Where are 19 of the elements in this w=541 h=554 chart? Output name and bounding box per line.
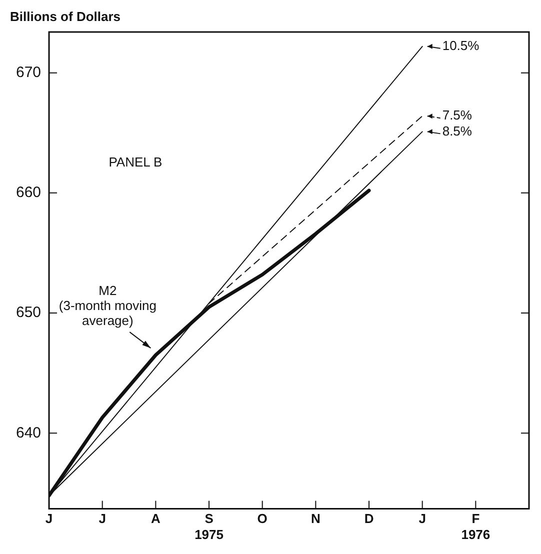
x-tick-label: D <box>364 511 374 526</box>
y-tick-label: 640 <box>16 424 42 442</box>
x-tick-label: J <box>45 511 53 526</box>
y-tick-label: 670 <box>16 64 42 81</box>
x-tick-label: A <box>150 511 161 526</box>
legend-label: 10.5% <box>442 38 480 53</box>
annotation: PANEL B <box>108 154 162 170</box>
x-tick-label: J <box>418 511 426 526</box>
series-label: M2 (3-month moving average) <box>58 283 156 328</box>
y-tick-label: 650 <box>16 304 42 322</box>
x-tick-label: F 1976 <box>461 511 490 542</box>
x-tick-label: S 1975 <box>194 511 224 542</box>
y-tick-label: 660 <box>16 184 42 202</box>
x-tick-label: O <box>257 511 268 526</box>
x-tick-label: N <box>310 511 320 526</box>
legend-label: 8.5% <box>442 123 472 138</box>
legend-label: 7.5% <box>442 108 472 123</box>
x-tick-label: J <box>98 511 106 526</box>
y-axis-title: Billions of Dollars <box>10 9 121 24</box>
